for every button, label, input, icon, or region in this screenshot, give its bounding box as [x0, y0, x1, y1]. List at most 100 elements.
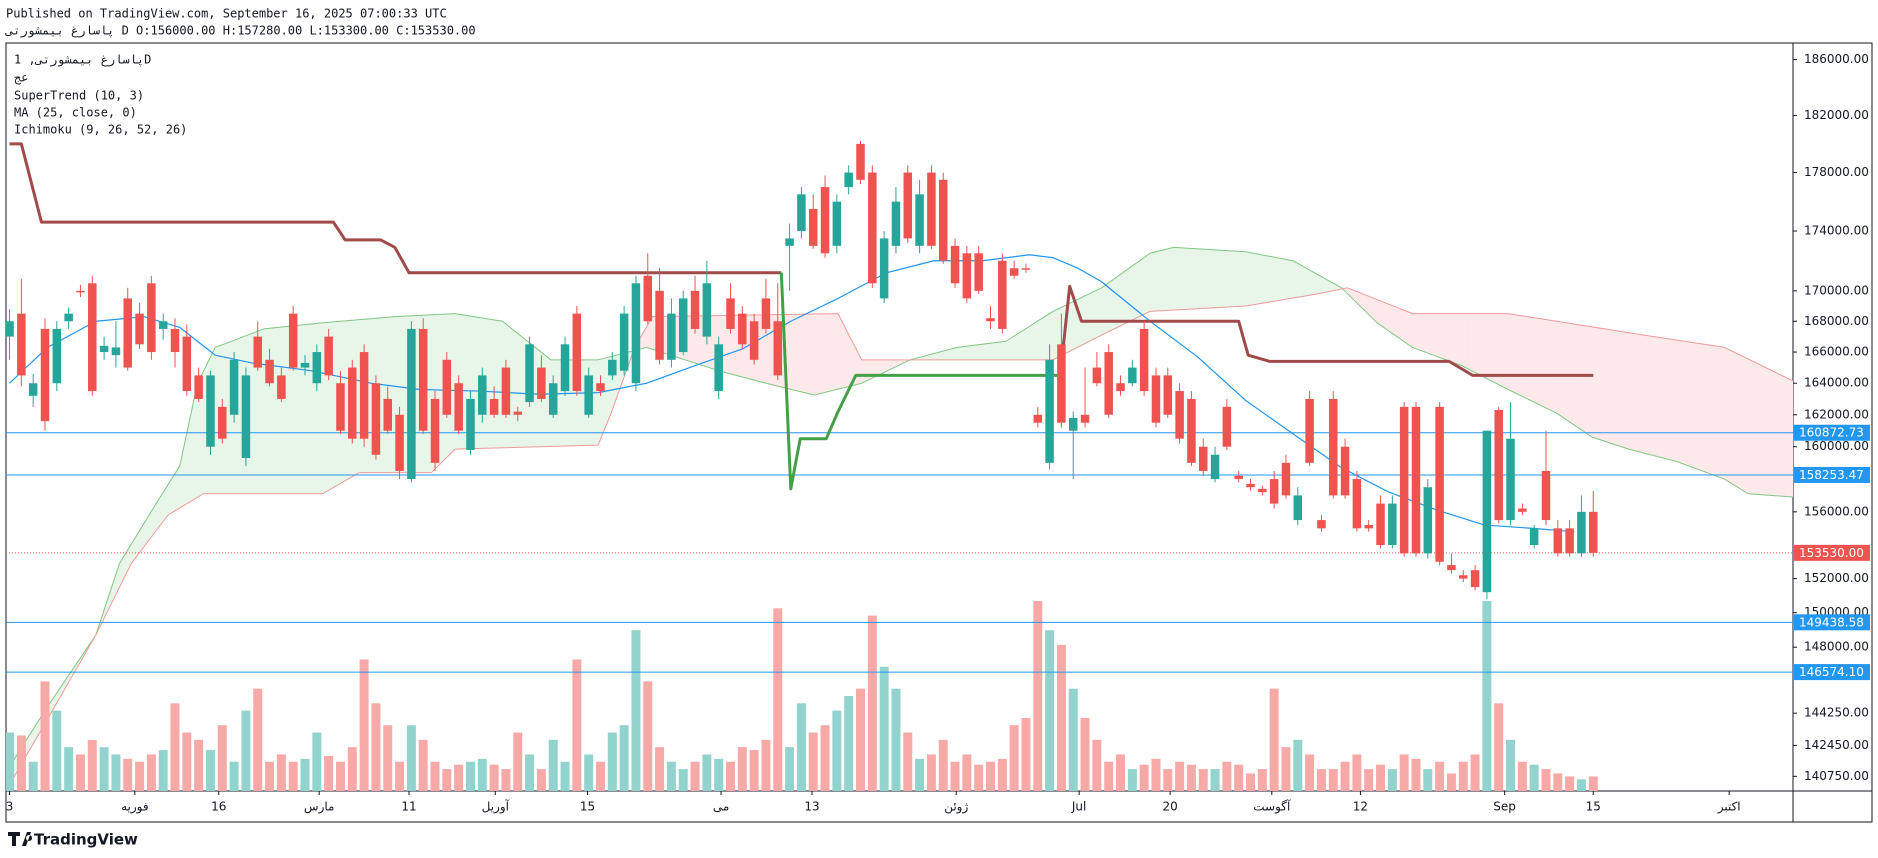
- cloud-fill: [305, 323, 310, 495]
- volume-bar: [406, 725, 416, 791]
- cloud-fill: [1703, 343, 1708, 474]
- cloud-fill: [533, 345, 538, 448]
- volume-bar: [1588, 776, 1598, 791]
- volume-bar: [903, 732, 913, 791]
- y-tick-label: 186000.00: [1804, 52, 1869, 66]
- cloud-fill: [818, 313, 824, 395]
- cloud-fill: [983, 343, 988, 361]
- candle-body: [1376, 503, 1385, 546]
- volume-bar: [666, 761, 676, 791]
- candle-body: [631, 283, 641, 384]
- cloud-fill: [997, 341, 1002, 361]
- cloud-fill: [1015, 332, 1020, 361]
- volume-bar: [867, 615, 877, 791]
- candle-body: [879, 238, 889, 299]
- candle-body: [1317, 520, 1326, 529]
- cloud-fill: [487, 318, 492, 449]
- cloud-fill: [1674, 339, 1680, 463]
- volume-bar: [1435, 761, 1445, 791]
- volume-bar: [773, 608, 783, 791]
- candle-body: [111, 347, 121, 356]
- cloud-fill: [1518, 314, 1523, 397]
- candle-body: [856, 143, 865, 180]
- volume-bar: [454, 764, 464, 791]
- cloud-fill: [1632, 332, 1637, 452]
- volume-bar: [915, 758, 925, 791]
- candle-body: [1529, 528, 1539, 546]
- cloud-fill: [1635, 333, 1640, 453]
- volume-bar: [1127, 769, 1137, 791]
- cloud-fill: [1389, 304, 1394, 335]
- cloud-fill: [786, 314, 791, 390]
- volume-bar: [1092, 739, 1102, 791]
- candle-body: [1518, 508, 1527, 512]
- candle-body: [288, 313, 298, 368]
- cloud-fill: [1007, 336, 1013, 361]
- volume-bar: [16, 735, 26, 791]
- cloud-fill: [1682, 340, 1687, 466]
- y-tick-label: 162000.00: [1804, 407, 1869, 421]
- volume-bar: [808, 732, 818, 791]
- candle-body: [820, 187, 830, 254]
- cloud-fill: [383, 316, 388, 473]
- cloud-fill: [1382, 301, 1387, 330]
- volume-bar: [726, 761, 735, 791]
- cloud-fill: [1585, 325, 1590, 437]
- candle-body: [1541, 470, 1551, 521]
- candle-body: [1411, 406, 1421, 554]
- cloud-fill: [1086, 292, 1091, 344]
- cloud-fill: [1093, 289, 1098, 340]
- volume-bar: [477, 758, 487, 791]
- candle-body: [1033, 414, 1043, 423]
- cloud-fill: [1749, 359, 1755, 495]
- volume-bar: [489, 764, 499, 791]
- cloud-fill: [280, 326, 285, 495]
- cloud-fill: [1482, 313, 1487, 379]
- candle-body: [1009, 268, 1019, 276]
- candle-body: [1281, 462, 1291, 496]
- x-tick-label: Sep: [1493, 800, 1516, 814]
- candle-body: [52, 328, 62, 384]
- volume-bar: [536, 769, 546, 791]
- cloud-fill: [836, 312, 841, 390]
- cloud-fill: [1557, 321, 1562, 417]
- cloud-fill: [298, 324, 303, 495]
- candle-body: [548, 383, 558, 415]
- cloud-fill: [1307, 268, 1312, 296]
- logo: TradingView: [8, 831, 138, 849]
- cloud-fill: [1100, 285, 1105, 336]
- volume-bar: [879, 666, 889, 791]
- x-tick-label: ژوئن: [944, 800, 968, 815]
- cloud-fill: [1425, 313, 1430, 354]
- candle-body: [442, 359, 452, 415]
- candle-body: [525, 344, 534, 403]
- candle-body: [76, 290, 85, 293]
- volume-bar: [205, 750, 215, 791]
- cloud-fill: [686, 315, 692, 363]
- cloud-fill: [1646, 335, 1651, 456]
- candle-body: [454, 383, 463, 431]
- cloud-fill: [1485, 313, 1491, 381]
- cloud-fill: [1432, 313, 1437, 357]
- cloud-fill: [833, 313, 838, 391]
- candle-body: [560, 344, 570, 392]
- x-tick-label: 11: [401, 800, 416, 814]
- cloud-fill: [1535, 317, 1541, 406]
- cloud-fill: [1546, 319, 1551, 411]
- cloud-fill: [490, 319, 495, 449]
- cloud-fill: [840, 318, 845, 389]
- candle-body: [1116, 383, 1125, 392]
- candle-body: [690, 290, 700, 329]
- volume-bar: [1423, 769, 1433, 791]
- volume-bar: [796, 703, 806, 791]
- cloud-fill: [722, 315, 727, 374]
- volume-bar: [241, 710, 251, 791]
- cloud-fill: [1742, 355, 1747, 494]
- candle-body: [147, 283, 156, 353]
- cloud-fill: [1660, 337, 1665, 459]
- cloud-fill: [1707, 344, 1712, 475]
- volume-bar: [1257, 769, 1267, 791]
- candle-body: [336, 383, 345, 431]
- cloud-fill: [1767, 368, 1772, 496]
